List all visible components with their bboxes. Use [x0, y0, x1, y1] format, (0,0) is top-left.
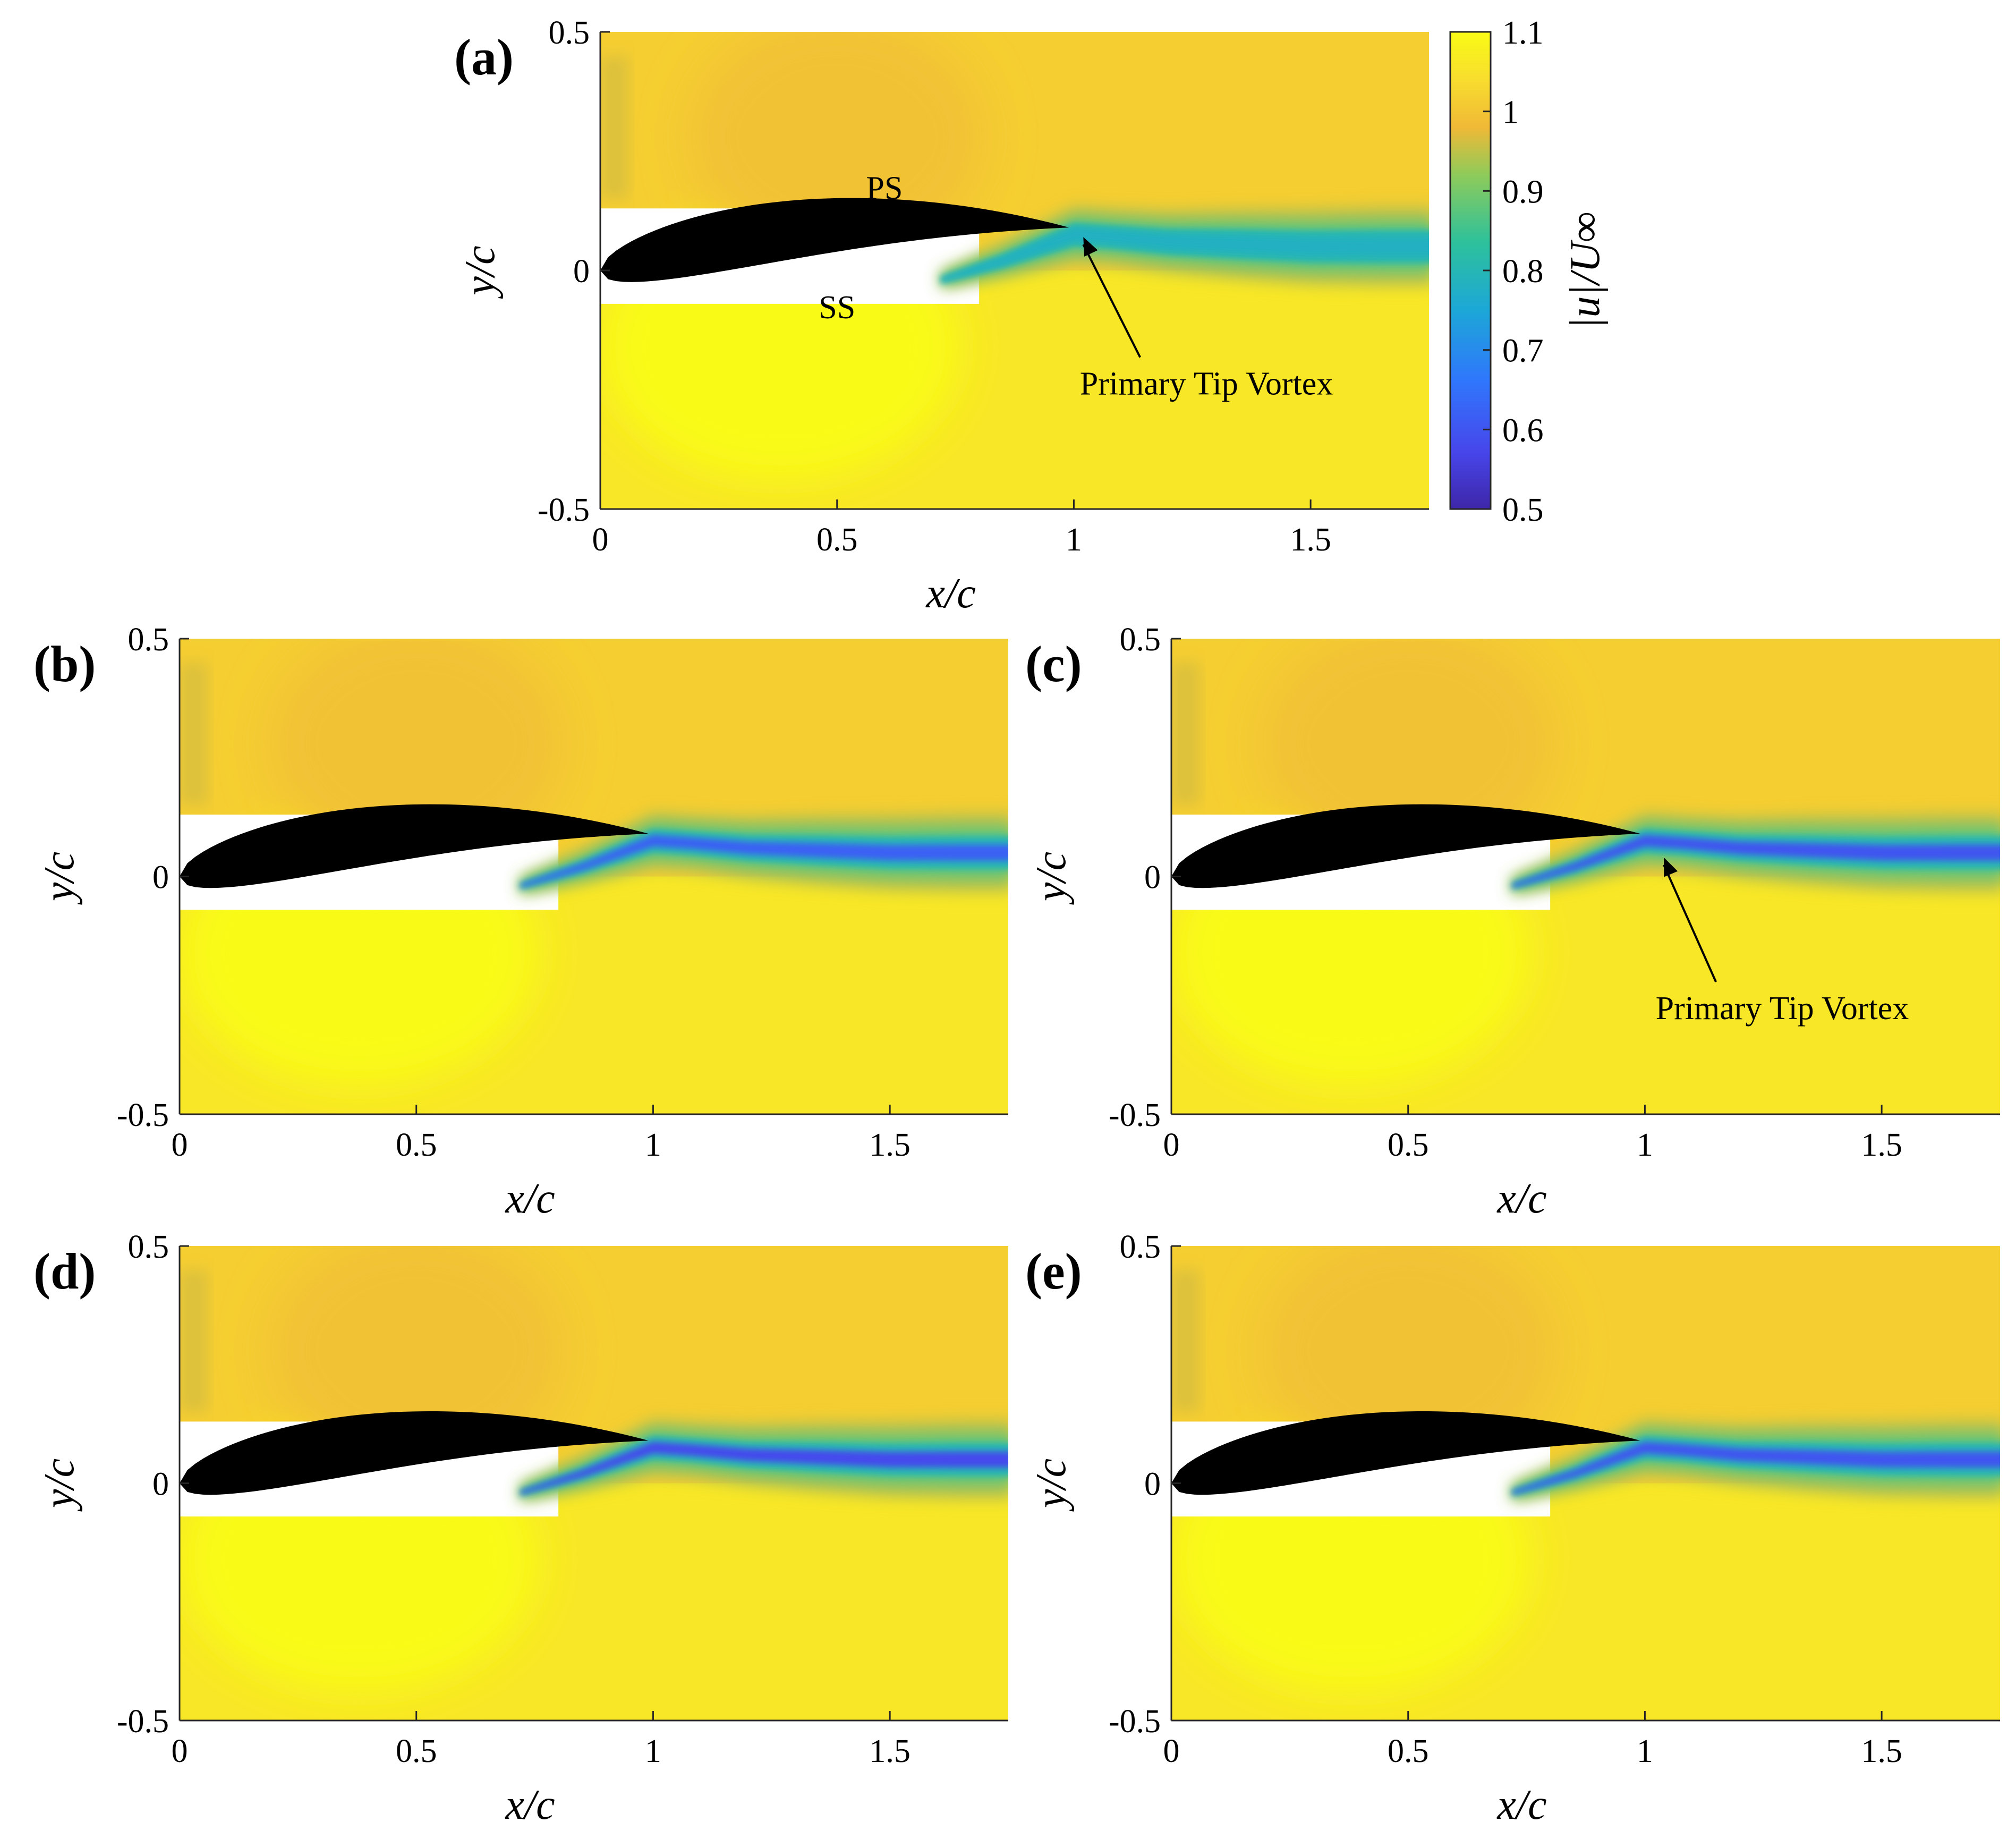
xtick-label: 0 [1163, 1733, 1180, 1769]
ytick-label: 0.5 [1120, 622, 1161, 658]
panel-label-b: (b) [33, 635, 96, 692]
xtick-label: 1 [1637, 1733, 1653, 1769]
ytick-label: -0.5 [117, 1704, 169, 1740]
colorbar-tick-label: 0.5 [1502, 492, 1544, 528]
ytick-label: 0.5 [128, 622, 169, 658]
annotation-ss: SS [819, 290, 855, 326]
panel-label-d: (d) [33, 1243, 96, 1300]
contour-field-d [180, 1246, 1008, 1721]
x-axis-label-d: x/c [505, 1782, 555, 1828]
panel-b: (b) 0.5 0 -0.5 0 0.5 1 1.5 x/c y/c [33, 622, 1008, 1222]
xtick-label: 1 [1637, 1127, 1653, 1163]
xtick-label: 0.5 [396, 1127, 437, 1163]
annotation-ps: PS [866, 170, 903, 206]
xtick-label: 1.5 [1861, 1127, 1902, 1163]
x-axis-label-b: x/c [505, 1175, 555, 1222]
contour-field-a [600, 32, 1429, 509]
panel-d: (d) 0.5 0 -0.5 0 0.5 1 1.5 x/c y/c [33, 1229, 1008, 1828]
contour-field-c [1171, 639, 2000, 1114]
xtick-label: 0 [1163, 1127, 1180, 1163]
xtick-label: 1 [1066, 522, 1082, 558]
xtick-label: 1.5 [1861, 1733, 1902, 1769]
y-axis-label-e: y/c [1028, 1459, 1075, 1512]
airfoil [600, 198, 1069, 282]
ytick-label: -0.5 [538, 492, 590, 528]
ytick-label: 0 [152, 1467, 169, 1503]
colorbar-tick-label: 0.9 [1502, 174, 1544, 210]
panel-e: (e) 0.5 0 -0.5 0 0.5 1 1.5 x/c y/c [1025, 1229, 2000, 1828]
contour-field-e [1171, 1246, 2000, 1721]
y-axis-label-b: y/c [36, 852, 83, 905]
xtick-label: 1.5 [1290, 522, 1331, 558]
ytick-label: -0.5 [117, 1097, 169, 1133]
wake-contour [1512, 835, 2000, 888]
annotation-arrow-head [1083, 237, 1098, 257]
wake-contour [1512, 1442, 2000, 1495]
xtick-label: 1 [645, 1733, 661, 1769]
y-axis-label-c: y/c [1028, 852, 1075, 905]
wake-contour [941, 228, 1429, 282]
xtick-label: 0 [172, 1127, 188, 1163]
ytick-label: 0.5 [128, 1229, 169, 1265]
xtick-label: 0 [172, 1733, 188, 1769]
panel-c: (c) 0.5 0 -0.5 0 0.5 1 1.5 x/c y/c Prima… [1025, 622, 2000, 1222]
ytick-label: 0.5 [549, 15, 590, 51]
xtick-label: 0 [592, 522, 609, 558]
y-axis-label-a: y/c [457, 245, 504, 299]
panel-label-a: (a) [454, 29, 514, 86]
colorbar-tick-label: 0.6 [1502, 412, 1544, 448]
colorbar-label: |u|/U∞ [1562, 211, 1609, 329]
xtick-label: 1.5 [869, 1127, 911, 1163]
airfoil [1171, 804, 1640, 888]
wake-contour [520, 1442, 1008, 1495]
ytick-label: 0 [1144, 860, 1161, 896]
x-axis-label-a: x/c [925, 570, 975, 617]
colorbar-tick-label: 0.7 [1502, 333, 1544, 369]
x-axis-label-e: x/c [1496, 1782, 1546, 1828]
ytick-label: 0 [1144, 1467, 1161, 1503]
wake-contour [520, 835, 1008, 888]
xtick-label: 0.5 [1388, 1127, 1429, 1163]
panel-label-c: (c) [1025, 635, 1082, 692]
contour-field-b [180, 639, 1008, 1114]
airfoil [180, 804, 649, 888]
xtick-label: 0.5 [816, 522, 858, 558]
annotation-primary-tip-vortex: Primary Tip Vortex [1656, 990, 1909, 1027]
x-axis-label-c: x/c [1496, 1175, 1546, 1222]
panel-label-e: (e) [1025, 1243, 1082, 1300]
inlet-strip [180, 1269, 208, 1412]
ytick-label: 0 [573, 253, 590, 290]
colorbar: 0.5 0.6 0.7 0.8 0.9 1 1.1 |u|/U∞ [1449, 15, 1609, 528]
annotation-arrow-line [1663, 864, 1717, 982]
inlet-strip [180, 662, 208, 806]
inlet-strip [1171, 662, 1200, 806]
annotation-primary-tip-vortex: Primary Tip Vortex [1080, 366, 1333, 402]
inlet-strip [600, 55, 629, 199]
annotation-arrow-head [1664, 857, 1678, 877]
colorbar-tick-label: 1 [1502, 95, 1519, 131]
panel-a: (a) 0.5 0 -0.5 0 0.5 1 1.5 x/c y/c PS SS… [454, 15, 1429, 617]
ytick-label: 0 [152, 860, 169, 896]
annotation-arrow-line [1082, 244, 1142, 358]
inlet-strip [1171, 1269, 1200, 1412]
ytick-label: 0.5 [1120, 1229, 1161, 1265]
xtick-label: 0.5 [1388, 1733, 1429, 1769]
xtick-label: 1.5 [869, 1733, 911, 1769]
airfoil [180, 1411, 649, 1495]
xtick-label: 0.5 [396, 1733, 437, 1769]
airfoil [1171, 1411, 1640, 1495]
colorbar-tick-label: 0.8 [1502, 253, 1544, 290]
y-axis-label-d: y/c [36, 1459, 83, 1512]
xtick-label: 1 [645, 1127, 661, 1163]
ytick-label: -0.5 [1109, 1097, 1161, 1133]
colorbar-tick-label: 1.1 [1502, 15, 1544, 51]
ytick-label: -0.5 [1109, 1704, 1161, 1740]
